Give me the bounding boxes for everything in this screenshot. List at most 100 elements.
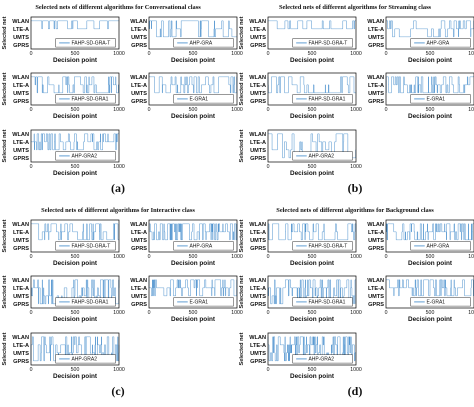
legend-box (173, 38, 234, 48)
subplot-2: WLAN LTE-A UMTS GPRS AHP-GRA 0 500 1000 Decision… (367, 16, 474, 64)
figure-group-1: Selected nets of different algorithms fo… (2, 4, 243, 195)
y-axis-label: Selected net (239, 129, 245, 162)
x-tick-label: 0 (385, 310, 388, 316)
y-tick-label: UMTS (250, 91, 266, 97)
y-tick-label: LTE-A (131, 286, 147, 292)
axes-frame (267, 129, 357, 163)
legend: FAHP-SD-GRA-T (292, 241, 353, 251)
axes-frame (267, 16, 357, 50)
legend-box (55, 241, 116, 251)
legend-label: FAHP-SD-GRA-T (308, 244, 347, 250)
y-tick-label: GPRS (368, 246, 384, 252)
y-tick-label: LTE-A (13, 286, 29, 292)
y-tick-label: WLAN (12, 75, 29, 81)
y-axis-label: Selected net (2, 16, 8, 49)
subplot-3: Selected net WLAN LTE-A UMTS GPRS FAHP-SD-GRA… (239, 72, 362, 120)
subplot-5: Selected net WLAN LTE-A UMTS GPRS AHP-GRA2 0 50… (239, 129, 362, 177)
y-tick-label: WLAN (367, 222, 384, 228)
y-tick-label: GPRS (250, 302, 266, 308)
x-tick-label: 1000 (113, 51, 125, 57)
series-line (267, 76, 356, 94)
y-tick-label: LTE-A (368, 286, 384, 292)
legend-box (173, 94, 234, 104)
legend-label: FAHP-SD-GRA-T (308, 41, 347, 47)
subplot-4: WLAN LTE-A UMTS GPRS E-GRA1 0 500 1000 Decision … (130, 72, 243, 120)
axes-frame (30, 275, 120, 309)
x-tick-label: 0 (267, 107, 270, 113)
legend-box (410, 94, 471, 104)
x-tick-label: 500 (189, 254, 198, 260)
x-tick-label: 1000 (113, 310, 125, 316)
y-tick-label: GPRS (250, 156, 266, 162)
legend-label: E-GRA1 (189, 97, 208, 103)
legend-label: FAHP-SD-GRA-T (71, 244, 110, 250)
x-axis-label: Decision point (53, 373, 98, 380)
x-tick-label: 0 (30, 367, 33, 373)
x-tick-label: 1000 (113, 164, 125, 170)
axes-frame (267, 275, 357, 309)
y-tick-label: LTE-A (13, 343, 29, 349)
y-tick-label: WLAN (130, 19, 147, 25)
legend-box (410, 297, 471, 307)
axes-frame (30, 332, 120, 366)
legend-box (410, 241, 471, 251)
group-title: Selected nets of different algorithms fo… (35, 4, 201, 11)
y-tick-label: LTE-A (368, 230, 384, 236)
y-tick-label: UMTS (13, 35, 29, 41)
legend-label: FAHP-SD-GRA1 (71, 97, 108, 103)
x-tick-label: 1000 (231, 310, 243, 316)
series-line (386, 223, 474, 241)
x-tick-label: 0 (30, 107, 33, 113)
x-axis-label: Decision point (53, 170, 98, 177)
x-tick-label: 500 (308, 107, 317, 113)
x-tick-label: 1000 (468, 51, 474, 57)
y-tick-label: UMTS (13, 238, 29, 244)
y-tick-label: WLAN (249, 75, 266, 81)
x-tick-label: 0 (267, 164, 270, 170)
y-tick-label: UMTS (368, 35, 384, 41)
x-tick-label: 1000 (468, 254, 474, 260)
legend: AHP-GRA (410, 241, 471, 251)
subplot-4: WLAN LTE-A UMTS GPRS E-GRA1 0 500 1000 Decision … (130, 275, 243, 323)
y-tick-label: LTE-A (250, 230, 266, 236)
x-tick-label: 1000 (350, 254, 362, 260)
x-axis-label: Decision point (171, 113, 216, 120)
x-axis-label: Decision point (53, 316, 98, 323)
x-axis-label: Decision point (290, 373, 335, 380)
y-tick-label: GPRS (13, 246, 29, 252)
y-axis-label: Selected net (239, 16, 245, 49)
figure-group-2: Selected nets of different algorithms fo… (239, 4, 474, 195)
legend: AHP-GRA2 (55, 354, 116, 364)
y-tick-label: WLAN (249, 222, 266, 228)
y-tick-label: LTE-A (131, 83, 147, 89)
x-tick-label: 500 (71, 367, 80, 373)
y-tick-label: GPRS (131, 99, 147, 105)
y-tick-label: LTE-A (13, 140, 29, 146)
x-tick-label: 0 (267, 254, 270, 260)
subplot-4: WLAN LTE-A UMTS GPRS E-GRA1 0 500 1000 Decision … (367, 275, 474, 323)
legend-label: FAHP-SD-GRA1 (308, 300, 345, 306)
x-tick-label: 1000 (231, 51, 243, 57)
legend-label: AHP-GRA2 (308, 154, 334, 160)
axes-frame (30, 129, 120, 163)
y-tick-label: WLAN (12, 222, 29, 228)
subplot-2: WLAN LTE-A UMTS GPRS AHP-GRA 0 500 1000 Decision… (130, 16, 243, 64)
x-axis-label: Decision point (53, 57, 98, 64)
x-tick-label: 0 (385, 254, 388, 260)
x-tick-label: 1000 (350, 107, 362, 113)
series-line (30, 336, 120, 362)
x-axis-label: Decision point (171, 316, 216, 323)
series-line (386, 76, 474, 94)
x-tick-label: 500 (426, 51, 435, 57)
y-tick-label: UMTS (368, 91, 384, 97)
legend-label: FAHP-SD-GRA1 (71, 300, 108, 306)
y-axis-label: Selected net (2, 129, 8, 162)
legend-box (292, 94, 353, 104)
y-tick-label: UMTS (13, 91, 29, 97)
legend: AHP-GRA (173, 241, 234, 251)
legend-label: AHP-GRA (189, 41, 212, 47)
y-tick-label: LTE-A (13, 83, 29, 89)
subplot-1: Selected net WLAN LTE-A UMTS GPRS FAHP-SD-GRA… (239, 16, 362, 64)
legend: AHP-GRA2 (292, 354, 353, 364)
group-caption: (c) (111, 384, 124, 398)
